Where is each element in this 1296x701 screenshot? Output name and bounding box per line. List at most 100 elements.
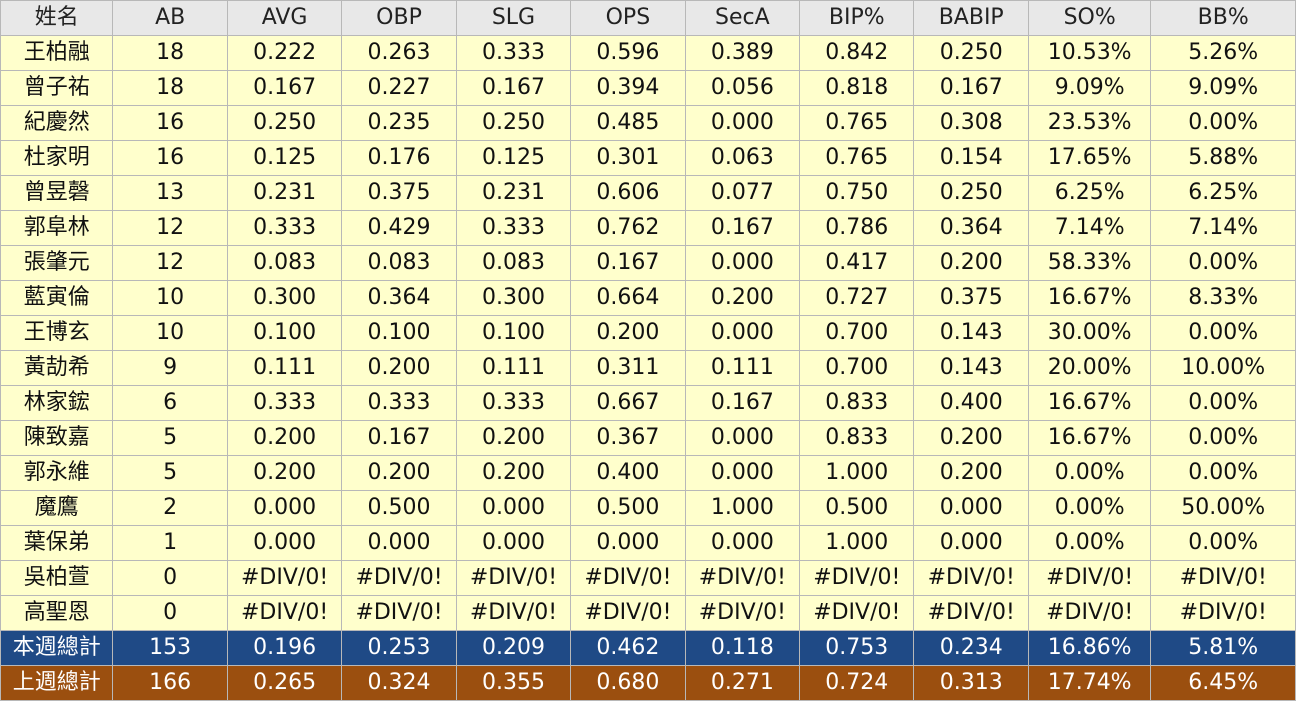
stat-cell: #DIV/0!: [455, 595, 572, 631]
stat-cell: #DIV/0!: [913, 560, 1029, 596]
total-stat-cell: 0.753: [799, 630, 915, 666]
stat-cell: #DIV/0!: [913, 595, 1029, 631]
player-name-cell: 王柏融: [0, 35, 114, 71]
stat-cell: 0.375: [341, 175, 457, 211]
stat-cell: 0.00%: [1027, 490, 1152, 526]
stat-cell: 0.000: [570, 525, 686, 561]
stat-cell: 0.200: [455, 455, 572, 491]
column-header: SLG: [455, 0, 572, 36]
stat-cell: 0.727: [799, 280, 915, 316]
stat-cell: 0.333: [455, 385, 572, 421]
stat-cell: 58.33%: [1027, 245, 1152, 281]
stat-cell: 0.250: [226, 105, 343, 141]
stat-cell: #DIV/0!: [1150, 560, 1296, 596]
stat-cell: 0.333: [226, 385, 343, 421]
table-row: 陳致嘉 5 0.200 0.167 0.200 0.367 0.000 0.833 0.200 1…: [0, 420, 1296, 456]
stat-cell: 1.000: [684, 490, 801, 526]
column-header: BIP%: [799, 0, 915, 36]
stat-cell: 0.364: [913, 210, 1029, 246]
stat-cell: 50.00%: [1150, 490, 1296, 526]
stat-cell: #DIV/0!: [341, 595, 457, 631]
stat-cell: 0.000: [684, 105, 801, 141]
stat-cell: #DIV/0!: [226, 595, 343, 631]
stat-cell: 0.000: [684, 315, 801, 351]
table-row: 吳柏萱 0 #DIV/0! #DIV/0! #DIV/0! #DIV/0! #DIV/0! #…: [0, 560, 1296, 596]
stat-cell: 0.500: [799, 490, 915, 526]
stat-cell: 0.176: [341, 140, 457, 176]
total-stat-cell: 0.313: [913, 665, 1029, 701]
stat-cell: 30.00%: [1027, 315, 1152, 351]
stat-cell: 0.000: [684, 420, 801, 456]
stat-cell: 0.227: [341, 70, 457, 106]
column-header: SecA: [684, 0, 801, 36]
last-week-total-row: 上週總計 166 0.265 0.324 0.355 0.680 0.271 0.724 0.3…: [0, 665, 1296, 701]
stat-cell: 0.083: [226, 245, 343, 281]
total-stat-cell: 0.462: [570, 630, 686, 666]
stat-cell: 0.00%: [1027, 525, 1152, 561]
player-name-cell: 郭永維: [0, 455, 114, 491]
stat-cell: 0.300: [226, 280, 343, 316]
stat-cell: 0.500: [570, 490, 686, 526]
total-stat-cell: 0.724: [799, 665, 915, 701]
stat-cell: 1.000: [799, 525, 915, 561]
player-name-cell: 杜家明: [0, 140, 114, 176]
table-body: 王柏融 18 0.222 0.263 0.333 0.596 0.389 0.842 0.250…: [0, 35, 1296, 701]
stat-cell: #DIV/0!: [226, 560, 343, 596]
stat-cell: 12: [112, 210, 228, 246]
stat-cell: 0.167: [913, 70, 1029, 106]
table-row: 曾子祐 18 0.167 0.227 0.167 0.394 0.056 0.818 0.167…: [0, 70, 1296, 106]
table-header: 姓名 AB AVG OBP SLG OPS SecA BIP% BABIP SO% BB%: [0, 0, 1296, 36]
stat-cell: 0.083: [455, 245, 572, 281]
stat-cell: 0.167: [684, 385, 801, 421]
total-stat-cell: 5.81%: [1150, 630, 1296, 666]
stat-cell: 16: [112, 105, 228, 141]
stat-cell: 10.00%: [1150, 350, 1296, 386]
stat-cell: 0.700: [799, 315, 915, 351]
table-row: 紀慶然 16 0.250 0.235 0.250 0.485 0.000 0.765 0.308…: [0, 105, 1296, 141]
stat-cell: 0.664: [570, 280, 686, 316]
stat-cell: 0.143: [913, 315, 1029, 351]
stat-cell: 0: [112, 595, 228, 631]
stat-cell: 0.222: [226, 35, 343, 71]
stat-cell: 0.000: [455, 490, 572, 526]
table-row: 藍寅倫 10 0.300 0.364 0.300 0.664 0.200 0.727 0.375…: [0, 280, 1296, 316]
stat-cell: 0.301: [570, 140, 686, 176]
stat-cell: 0.167: [455, 70, 572, 106]
stat-cell: #DIV/0!: [341, 560, 457, 596]
total-stat-cell: 6.45%: [1150, 665, 1296, 701]
table-row: 郭永維 5 0.200 0.200 0.200 0.400 0.000 1.000 0.200 0…: [0, 455, 1296, 491]
player-name-cell: 曾昱磬: [0, 175, 114, 211]
total-stat-cell: 0.271: [684, 665, 801, 701]
stat-cell: 0.000: [913, 525, 1029, 561]
stat-cell: 0.250: [913, 35, 1029, 71]
stat-cell: 5: [112, 455, 228, 491]
stat-cell: 0.833: [799, 420, 915, 456]
this-week-total-row: 本週總計 153 0.196 0.253 0.209 0.462 0.118 0.753 0.2…: [0, 630, 1296, 666]
player-name-cell: 黃劼希: [0, 350, 114, 386]
stat-cell: 0.485: [570, 105, 686, 141]
stat-cell: 6.25%: [1150, 175, 1296, 211]
total-stat-cell: 17.74%: [1027, 665, 1152, 701]
stat-cell: 0.333: [455, 210, 572, 246]
stat-cell: 0.250: [913, 175, 1029, 211]
stat-cell: 10.53%: [1027, 35, 1152, 71]
stat-cell: 13: [112, 175, 228, 211]
stat-cell: 0.200: [226, 455, 343, 491]
stat-cell: 0.200: [226, 420, 343, 456]
stat-cell: 0.833: [799, 385, 915, 421]
stat-cell: 2: [112, 490, 228, 526]
stat-cell: 1: [112, 525, 228, 561]
total-label-cell: 本週總計: [0, 630, 114, 666]
player-name-cell: 藍寅倫: [0, 280, 114, 316]
stat-cell: 0.333: [455, 35, 572, 71]
stat-cell: 0.263: [341, 35, 457, 71]
stat-cell: 0.125: [455, 140, 572, 176]
stat-cell: 0.100: [455, 315, 572, 351]
stat-cell: 0.375: [913, 280, 1029, 316]
stat-cell: 0.250: [455, 105, 572, 141]
stat-cell: 0.100: [341, 315, 457, 351]
stat-cell: 7.14%: [1027, 210, 1152, 246]
total-stat-cell: 166: [112, 665, 228, 701]
stat-cell: 0.083: [341, 245, 457, 281]
stat-cell: 0.000: [684, 245, 801, 281]
